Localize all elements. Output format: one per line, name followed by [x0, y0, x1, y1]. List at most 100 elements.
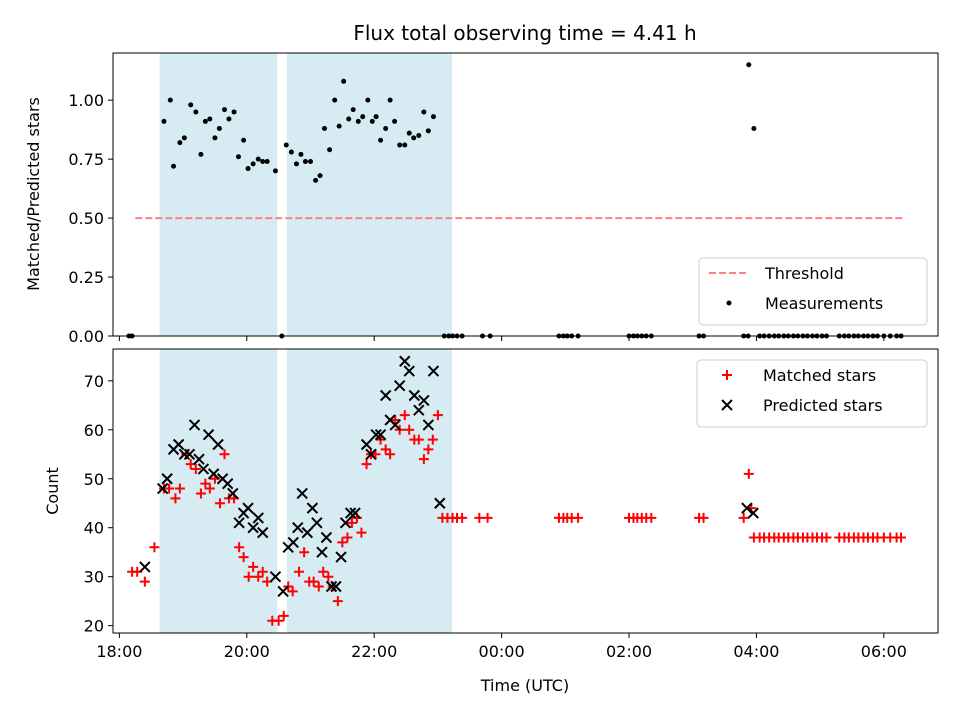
bottom-plot-frame [112, 348, 939, 634]
measurement-point [392, 118, 398, 124]
matched-star-point [318, 566, 329, 577]
matched-star-point [174, 483, 185, 494]
measurement-point [402, 142, 408, 148]
measurement-point [411, 135, 417, 141]
predicted-star-point [330, 580, 342, 593]
predicted-star-point [747, 507, 759, 519]
top-panel: Flux total observing time = 4.41 h 0.000… [24, 21, 939, 346]
predicted-star-point [277, 585, 289, 598]
measurement-point [283, 142, 289, 148]
bottom-axis-ticks: 18:00 20:00 22:00 00:00 02:00 04:00 06:00 20 30 4… [84, 372, 907, 661]
bottom-y-axis-label: Count [43, 467, 62, 515]
matched-star-point [413, 434, 424, 445]
y-tick-label: 70 [84, 372, 104, 391]
x-tick-label: 06:00 [861, 642, 907, 661]
measurement-point [226, 116, 232, 122]
series-matched-stars [127, 410, 907, 626]
measurement-point [383, 125, 389, 131]
predicted-star-point [365, 448, 377, 460]
y-tick-label: 0.00 [68, 327, 104, 346]
bottom-legend: Matched stars Predicted stars [696, 359, 928, 428]
top-legend: Threshold Measurements [698, 257, 928, 326]
measurement-point [425, 128, 431, 134]
matched-star-point [821, 532, 832, 543]
shaded-interval-0 [159, 53, 278, 336]
matched-star-point [423, 444, 434, 455]
matched-star-point [273, 615, 284, 626]
measurement-point [332, 97, 338, 103]
predicted-star-point [269, 570, 282, 583]
measurement-point [272, 168, 278, 174]
measurement-point [302, 158, 308, 164]
predicted-star-point [389, 419, 401, 431]
measurement-point [212, 135, 218, 141]
matched-star-point [149, 542, 160, 553]
top-shaded-intervals [159, 53, 452, 336]
measurement-point [421, 109, 427, 115]
measurement-point [207, 116, 213, 122]
measurement-point [378, 137, 384, 143]
predicted-star-point [379, 389, 392, 402]
measurement-point [317, 173, 323, 179]
y-tick-label: 60 [84, 421, 104, 440]
measurement-point [336, 123, 342, 129]
legend-box [698, 257, 928, 326]
matched-star-point [278, 610, 289, 621]
matched-star-point [238, 552, 249, 563]
shaded-interval-1 [286, 349, 452, 633]
matched-star-point [200, 478, 211, 489]
top-plot-frame [112, 52, 939, 337]
matched-star-point [299, 547, 310, 558]
measurement-point [365, 97, 371, 103]
top-axis-ticks: 0.00 0.25 0.50 0.75 1.00 [68, 91, 885, 346]
legend-label: Predicted stars [763, 396, 883, 415]
legend-box [696, 359, 928, 428]
matched-star-point [380, 444, 391, 455]
y-tick-label: 50 [84, 470, 104, 489]
predicted-star-point [139, 561, 151, 573]
bottom-panel: 18:00 20:00 22:00 00:00 02:00 04:00 06:00 20 30 4… [43, 348, 939, 695]
measurement-point [293, 161, 299, 167]
matched-star-point [482, 512, 493, 523]
matched-star-point [253, 571, 264, 582]
measurement-point [216, 125, 222, 131]
matched-star-point [164, 483, 175, 494]
matched-star-point [139, 576, 150, 587]
predicted-star-point [344, 507, 357, 519]
predicted-star-point [193, 453, 205, 465]
predicted-star-point [188, 419, 201, 431]
measurement-point [751, 125, 757, 131]
matched-star-point [337, 537, 348, 548]
measurement-point [350, 107, 356, 113]
predicted-star-point [242, 502, 254, 514]
legend-label: Matched stars [763, 366, 876, 385]
matched-star-point [204, 483, 215, 494]
x-tick-label: 02:00 [606, 642, 652, 661]
matched-star-point [342, 532, 353, 543]
legend-swatch-measurements [726, 300, 732, 306]
matched-star-point [399, 410, 410, 421]
y-tick-label: 0.25 [68, 268, 104, 287]
matched-star-point [427, 434, 438, 445]
measurement-point [406, 130, 412, 136]
measurement-point [231, 109, 237, 115]
predicted-star-point [422, 419, 435, 431]
measurement-point [260, 158, 266, 164]
matched-star-point [308, 576, 319, 587]
measurement-point [167, 97, 173, 103]
legend-swatch-matched [722, 370, 732, 380]
predicted-star-point [172, 438, 185, 451]
predicted-star-point [306, 502, 319, 514]
matched-star-point [698, 512, 709, 523]
predicted-star-point [370, 428, 382, 441]
matched-star-point [457, 512, 468, 523]
shaded-interval-0 [159, 349, 278, 633]
measurement-point [181, 135, 187, 141]
y-tick-label: 0.75 [68, 150, 104, 169]
matched-star-point [257, 566, 268, 577]
y-tick-label: 1.00 [68, 91, 104, 110]
matched-star-point [743, 468, 754, 479]
predicted-star-point [202, 428, 215, 441]
measurement-point [221, 107, 227, 113]
matched-star-point [432, 410, 443, 421]
